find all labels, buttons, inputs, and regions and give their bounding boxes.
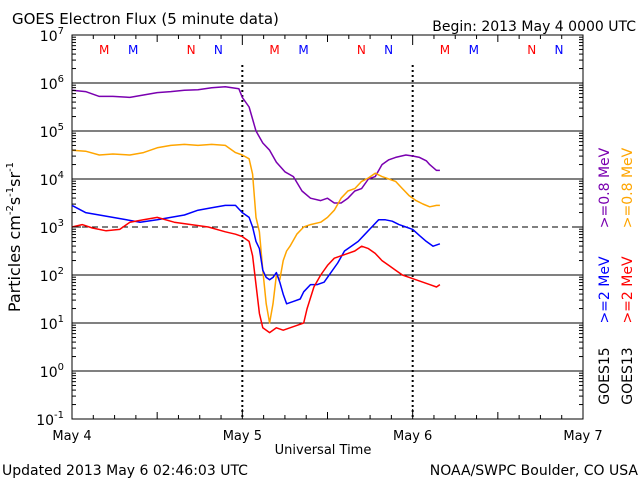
legend-goes15-low-energy: >=0.8 MeV [597, 147, 613, 228]
plot-area [71, 34, 584, 420]
y-tick-base: 10 [40, 269, 58, 285]
y-axis-label-exponent: -2 [5, 205, 16, 215]
marker-m: M [269, 43, 279, 57]
y-tick-exponent: 7 [58, 26, 64, 37]
legend-goes13-high-energy: >=2 MeV [620, 256, 636, 324]
y-tick-label: 105 [40, 122, 64, 141]
marker-n: N [187, 43, 196, 57]
x-tick-label: May 5 [223, 429, 262, 444]
y-tick-label: 100 [40, 362, 64, 381]
y-axis-label-text: sr [5, 172, 24, 187]
y-tick-exponent: 6 [58, 74, 64, 85]
data-series [71, 86, 441, 334]
y-axis-label-text: s [5, 197, 24, 205]
y-tick-label: 106 [40, 74, 64, 93]
y-tick-base: 10 [40, 125, 58, 141]
y-tick-base: 10 [36, 413, 54, 429]
y-tick-exponent: 5 [58, 122, 64, 133]
begin-date: Begin: 2013 May 4 0000 UTC [432, 19, 636, 35]
chart-title: GOES Electron Flux (5 minute data) [12, 10, 279, 28]
y-tick-label: 10-1 [36, 410, 64, 429]
x-tick-label: May 7 [563, 429, 602, 444]
marker-n: N [384, 43, 393, 57]
marker-n: N [555, 43, 564, 57]
marker-n: N [527, 43, 536, 57]
series-goes13-2-mev [71, 216, 441, 334]
marker-m: M [128, 43, 138, 57]
y-tick-exponent: -1 [54, 410, 64, 421]
y-tick-base: 10 [40, 29, 58, 45]
marker-m: M [298, 43, 308, 57]
marker-m: M [440, 43, 450, 57]
agency-credit: NOAA/SWPC Boulder, CO USA [430, 463, 639, 479]
legend: >=0.8 MeV >=2 MeV GOES15 >=0.8 MeV >=2 MeV GO… [597, 147, 636, 404]
legend-sat-goes13: GOES13 [620, 347, 636, 404]
y-axis-label-exponent: -1 [5, 187, 16, 197]
y-tick-label: 104 [40, 170, 64, 189]
legend-goes15-high-energy: >=2 MeV [597, 256, 613, 324]
x-tick-label: May 4 [52, 429, 91, 444]
marker-m: M [99, 43, 109, 57]
y-tick-exponent: 4 [58, 170, 64, 181]
y-tick-base: 10 [40, 221, 58, 237]
marker-n: N [214, 43, 223, 57]
x-axis-label: Universal Time [275, 443, 372, 458]
series-goes15-2-mev [71, 204, 441, 305]
marker-m: M [469, 43, 479, 57]
y-tick-label: 103 [40, 218, 64, 237]
legend-sat-goes15: GOES15 [597, 347, 613, 404]
y-tick-base: 10 [40, 173, 58, 189]
series-goes13-0-8-mev [71, 143, 440, 324]
y-tick-label: 101 [40, 314, 64, 333]
y-axis-label-text: Particles cm [5, 215, 24, 312]
y-tick-base: 10 [40, 365, 58, 381]
y-tick-base: 10 [40, 77, 58, 93]
y-tick-label: 107 [40, 26, 64, 45]
y-tick-base: 10 [40, 317, 58, 333]
y-tick-label: 102 [40, 266, 64, 285]
marker-n: N [357, 43, 366, 57]
y-axis-label-exponent: -1 [5, 162, 16, 172]
y-tick-exponent: 2 [58, 266, 64, 277]
y-tick-exponent: 3 [58, 218, 64, 229]
y-tick-exponent: 0 [58, 362, 64, 373]
updated-timestamp: Updated 2013 May 6 02:46:03 UTC [2, 463, 248, 479]
series-goes15-0-8-mev [71, 86, 440, 204]
x-tick-label: May 6 [393, 429, 432, 444]
y-tick-exponent: 1 [58, 314, 64, 325]
legend-goes13-low-energy: >=0.8 MeV [620, 147, 636, 228]
y-axis-label: Particles cm-2​s-1​sr-1​ [5, 162, 24, 312]
